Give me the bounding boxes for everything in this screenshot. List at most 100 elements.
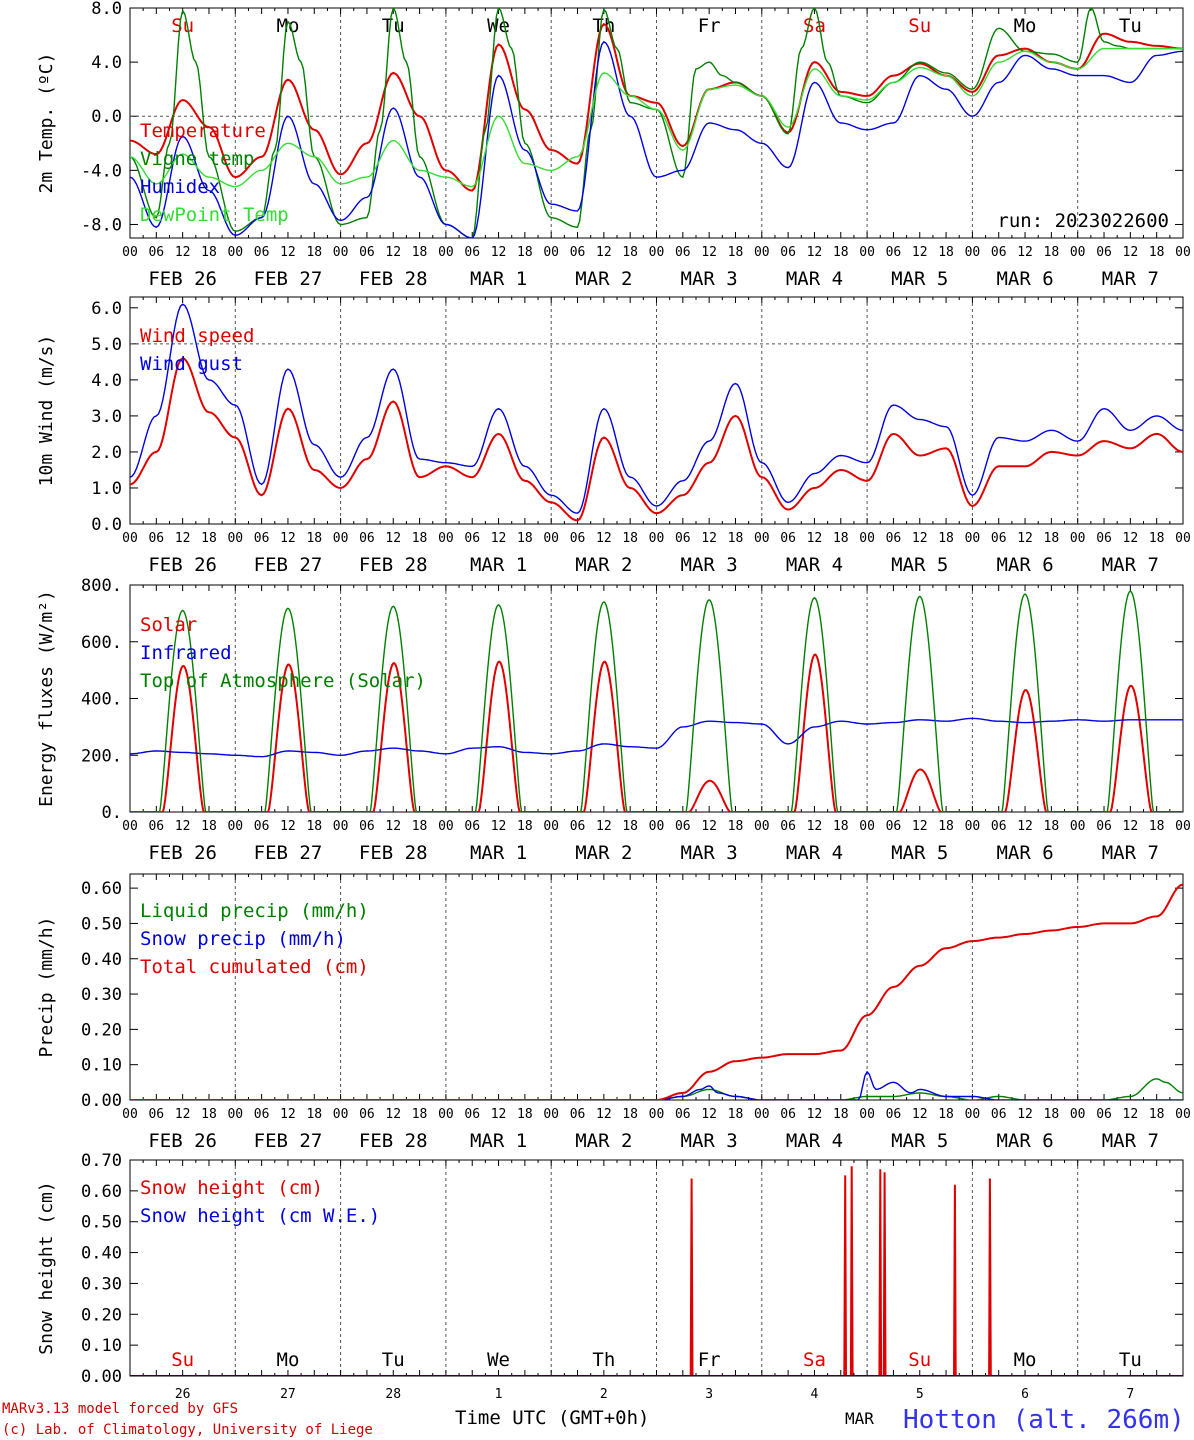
- hour-label: 00: [649, 1107, 665, 1122]
- date-label: MAR 4: [786, 842, 843, 864]
- hour-label: 06: [464, 531, 480, 546]
- hour-label: 18: [833, 245, 849, 260]
- panel-4: 0.00 0.10 0.20 0.30 0.40 0.50 0.60 Precip (mm/h…: [36, 873, 1191, 1152]
- y-tick-label: 2.0: [91, 443, 122, 463]
- y-tick-label: 400.: [81, 690, 122, 710]
- y-tick-label: 0.10: [81, 1056, 122, 1076]
- hour-label: 12: [596, 1107, 612, 1122]
- hour-label: 06: [359, 531, 375, 546]
- hour-label: 00: [649, 819, 665, 834]
- y-axis-label: Precip (mm/h): [36, 917, 57, 1058]
- day-name: We: [487, 15, 510, 37]
- day-name: Su: [908, 1349, 931, 1371]
- y-tick-label: 0.20: [81, 1305, 122, 1325]
- series-line-wind-speed: [130, 357, 1183, 522]
- day-name: Tu: [382, 1349, 405, 1371]
- hour-label: 06: [675, 819, 691, 834]
- legend-entry: Humidex: [140, 176, 220, 198]
- hour-label: 06: [570, 531, 586, 546]
- hour-label: 12: [807, 819, 823, 834]
- series-line-dewpoint-temp: [130, 47, 1183, 188]
- run-annotation: run: 2023022600: [997, 210, 1169, 232]
- date-label: MAR 7: [1102, 268, 1159, 290]
- hour-label: 00: [1175, 1107, 1191, 1122]
- y-tick-label: -8.0: [81, 215, 122, 235]
- y-tick-label: 0.20: [81, 1020, 122, 1040]
- hour-label: 18: [412, 1107, 428, 1122]
- legend-entry: Snow precip (mm/h): [140, 928, 346, 950]
- legend-entry: Snow height (cm): [140, 1177, 323, 1199]
- date-label: FEB 28: [359, 842, 428, 864]
- hour-label: 12: [1123, 1107, 1139, 1122]
- hour-label: 18: [201, 1107, 217, 1122]
- hour-label: 00: [649, 531, 665, 546]
- hour-label: 18: [833, 819, 849, 834]
- hour-label: 00: [333, 245, 349, 260]
- panels: -8.0-4.00.04.08.02m Temp. (ºC)00 06 12 18FE…: [36, 0, 1191, 1402]
- station-name: Hotton (alt. 266m): [903, 1405, 1185, 1435]
- date-label: MAR 2: [575, 842, 632, 864]
- hour-label: 18: [938, 819, 954, 834]
- hour-label: 12: [912, 1107, 928, 1122]
- hour-label: 18: [1044, 1107, 1060, 1122]
- hour-label: 18: [622, 245, 638, 260]
- hour-label: 18: [1149, 531, 1165, 546]
- date-label: MAR 3: [681, 1130, 738, 1152]
- hour-label: 06: [991, 245, 1007, 260]
- series-group: [130, 883, 1183, 1100]
- hour-label: 06: [991, 1107, 1007, 1122]
- date-label: MAR 7: [1102, 1130, 1159, 1152]
- date-label: FEB 27: [254, 842, 323, 864]
- day-number: 2: [600, 1387, 608, 1402]
- day-name: Fr: [698, 1349, 721, 1371]
- date-label: FEB 26: [148, 1130, 217, 1152]
- hour-label: 06: [148, 1107, 164, 1122]
- date-label: MAR 5: [891, 554, 948, 576]
- hour-label: 06: [570, 245, 586, 260]
- hour-label: 12: [280, 819, 296, 834]
- hour-label: 12: [491, 531, 507, 546]
- hour-label: 12: [385, 819, 401, 834]
- hour-label: 12: [701, 245, 717, 260]
- hour-label: 12: [1017, 819, 1033, 834]
- date-label: FEB 28: [359, 268, 428, 290]
- hour-label: 00: [438, 531, 454, 546]
- date-label: MAR 2: [575, 554, 632, 576]
- y-tick-label: 3.0: [91, 407, 122, 427]
- day-number: 27: [280, 1387, 296, 1402]
- hour-label: 18: [728, 245, 744, 260]
- day-number: 6: [1021, 1387, 1029, 1402]
- hour-label: 00: [1070, 1107, 1086, 1122]
- hour-label: 18: [517, 819, 533, 834]
- hour-label: 06: [886, 1107, 902, 1122]
- hour-label: 12: [1017, 531, 1033, 546]
- hour-label: 18: [306, 1107, 322, 1122]
- hour-label: 18: [201, 245, 217, 260]
- date-label: MAR 6: [996, 1130, 1053, 1152]
- hour-label: 06: [148, 531, 164, 546]
- hour-label: 00: [859, 531, 875, 546]
- y-tick-label: 0.60: [81, 1182, 122, 1202]
- hour-label: 12: [1017, 1107, 1033, 1122]
- hour-label: 12: [175, 1107, 191, 1122]
- day-number: 3: [705, 1387, 713, 1402]
- hour-label: 18: [728, 1107, 744, 1122]
- hour-label: 00: [1175, 531, 1191, 546]
- hour-label: 00: [543, 531, 559, 546]
- hour-label: 12: [385, 1107, 401, 1122]
- hour-label: 06: [991, 531, 1007, 546]
- date-label: MAR 3: [681, 554, 738, 576]
- day-name: Fr: [698, 15, 721, 37]
- day-name: Mo: [1014, 15, 1037, 37]
- hour-label: 06: [359, 819, 375, 834]
- hour-label: 06: [148, 819, 164, 834]
- date-label: FEB 26: [148, 842, 217, 864]
- hour-label: 00: [438, 245, 454, 260]
- y-tick-label: 0.00: [81, 1367, 122, 1387]
- hour-label: 12: [912, 819, 928, 834]
- hour-label: 06: [675, 245, 691, 260]
- hour-label: 00: [649, 245, 665, 260]
- y-tick-label: 8.0: [91, 0, 122, 19]
- legend-entry: Liquid precip (mm/h): [140, 900, 369, 922]
